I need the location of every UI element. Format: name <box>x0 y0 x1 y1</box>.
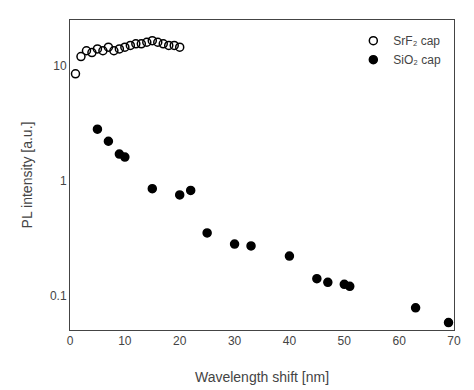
svg-text:70: 70 <box>447 334 461 348</box>
svg-text:10: 10 <box>53 59 67 73</box>
svg-text:0.1: 0.1 <box>50 289 67 303</box>
svg-text:40: 40 <box>283 334 297 348</box>
svg-text:0: 0 <box>67 334 74 348</box>
svg-text:20: 20 <box>173 334 187 348</box>
svg-text:1: 1 <box>60 174 67 188</box>
svg-text:10: 10 <box>118 334 132 348</box>
svg-text:PL intensity [a.u.]: PL intensity [a.u.] <box>19 122 35 229</box>
svg-text:SrF₂ cap: SrF₂ cap <box>393 34 440 48</box>
svg-text:30: 30 <box>228 334 242 348</box>
svg-text:Wavelength shift [nm]: Wavelength shift [nm] <box>195 369 329 385</box>
svg-text:SiO₂ cap: SiO₂ cap <box>393 53 441 67</box>
svg-text:60: 60 <box>392 334 406 348</box>
svg-text:50: 50 <box>338 334 352 348</box>
